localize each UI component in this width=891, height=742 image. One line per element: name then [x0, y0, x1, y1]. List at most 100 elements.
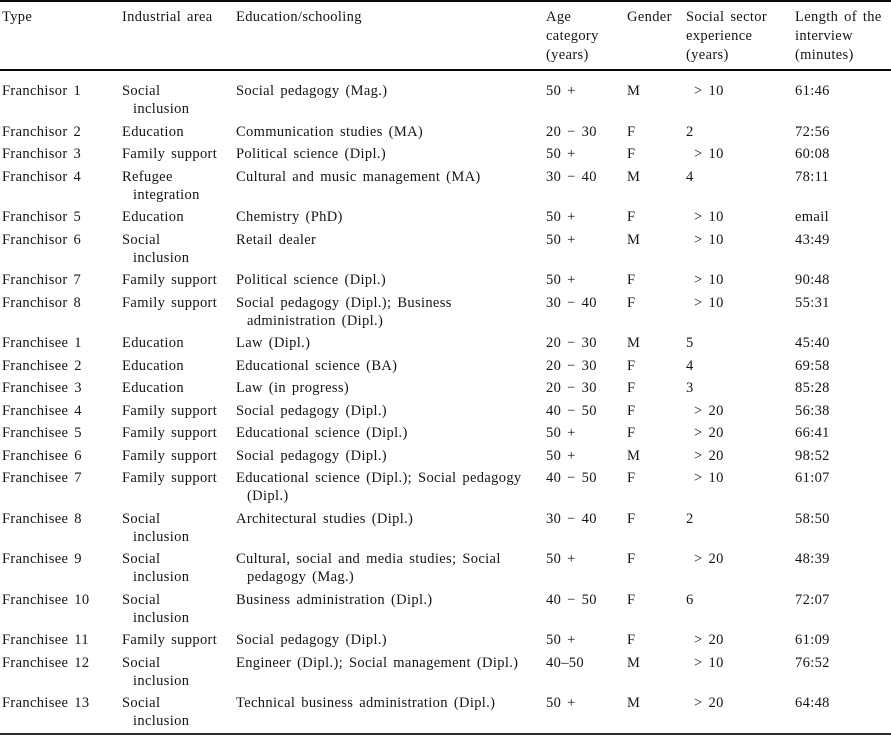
table-row: Franchisor 5 Education Chemistry (PhD) 50 +… — [0, 206, 891, 229]
cell-experience: 5 — [686, 335, 694, 351]
cell-gender: F — [627, 591, 636, 608]
column-header-industrial-area: Industrial area — [122, 1, 236, 71]
cell-education: Business administration (Dipl.) — [236, 591, 433, 608]
cell-education: Social pedagogy (Mag.) — [236, 83, 388, 99]
cell-type: Franchisor 7 — [2, 272, 82, 288]
cell-industrial-area: Family support — [122, 272, 218, 288]
cell-age: 40 − 50 — [546, 470, 597, 486]
cell-industrial-area: Social inclusion — [122, 654, 190, 689]
header-row: Type Industrial area Education/schooling… — [0, 1, 891, 71]
table-row: Franchisee 1 Education Law (Dipl.) 20 − 30 M… — [0, 332, 891, 355]
cell-type: Franchisor 6 — [2, 231, 82, 248]
cell-length: 43:49 — [795, 231, 830, 248]
cell-experience: > 20 — [694, 695, 724, 711]
cell-industrial-area: Education — [122, 209, 184, 225]
cell-length: 48:39 — [795, 551, 830, 567]
cell-length: 72:56 — [795, 123, 830, 140]
cell-experience: > 20 — [694, 447, 724, 464]
cell-education: Social pedagogy (Dipl.); Business adminis… — [236, 294, 452, 329]
table-row: Franchisee 2 Education Educational science… — [0, 355, 891, 378]
cell-gender: M — [627, 654, 641, 671]
cell-type: Franchisor 1 — [2, 83, 82, 99]
cell-type: Franchisee 2 — [2, 357, 82, 374]
cell-gender: F — [627, 402, 636, 419]
cell-gender: F — [627, 357, 636, 374]
cell-age: 20 − 30 — [546, 335, 597, 351]
cell-experience: 4 — [686, 357, 694, 374]
cell-industrial-area: Social inclusion — [122, 551, 190, 585]
cell-education: Social pedagogy (Dipl.) — [236, 632, 387, 648]
table-row: Franchisor 1 Social inclusion Social pedago… — [0, 70, 891, 121]
cell-age: 40–50 — [546, 654, 584, 671]
cell-age: 50 + — [546, 146, 576, 162]
cell-experience: 2 — [686, 510, 694, 527]
cell-education: Cultural and music management (MA) — [236, 168, 481, 185]
cell-type: Franchisee 9 — [2, 551, 82, 567]
cell-education: Educational science (Dipl.) — [236, 425, 408, 441]
cell-experience: > 10 — [694, 209, 724, 225]
cell-gender: F — [627, 510, 636, 527]
cell-type: Franchisee 13 — [2, 695, 90, 711]
table-row: Franchisee 4 Family support Social pedagog… — [0, 400, 891, 423]
cell-experience: > 10 — [694, 231, 724, 248]
cell-type: Franchisee 8 — [2, 510, 82, 527]
cell-experience: > 20 — [694, 425, 724, 441]
cell-education: Engineer (Dipl.); Social management (Dip… — [236, 654, 519, 671]
cell-experience: > 20 — [694, 632, 724, 648]
cell-age: 20 − 30 — [546, 123, 597, 140]
cell-experience: 3 — [686, 380, 694, 396]
table-row: Franchisor 4 Refugee integration Cultural a… — [0, 166, 891, 207]
cell-age: 50 + — [546, 551, 576, 567]
cell-age: 50 + — [546, 695, 576, 711]
cell-education: Architectural studies (Dipl.) — [236, 510, 414, 527]
cell-experience: 2 — [686, 123, 694, 140]
cell-age: 50 + — [546, 632, 576, 648]
cell-type: Franchisee 3 — [2, 380, 82, 396]
table-row: Franchisor 8 Family support Social pedagog… — [0, 292, 891, 333]
cell-industrial-area: Refugee integration — [122, 168, 200, 203]
table-row: Franchisee 7 Family support Educational sc… — [0, 467, 891, 508]
cell-experience: > 10 — [694, 654, 724, 671]
column-header-type: Type — [0, 1, 122, 71]
cell-length: email — [795, 209, 829, 225]
table-row: Franchisee 3 Education Law (in progress) 20… — [0, 377, 891, 400]
cell-length: 61:07 — [795, 470, 830, 486]
cell-gender: F — [627, 123, 636, 140]
cell-length: 69:58 — [795, 357, 830, 374]
column-header-social-experience: Social sector experience (years) — [686, 1, 795, 71]
column-header-age-category: Age category (years) — [546, 1, 627, 71]
table-row: Franchisor 2 Education Communication studi… — [0, 121, 891, 144]
cell-gender: F — [627, 425, 636, 441]
cell-type: Franchisee 12 — [2, 654, 90, 671]
cell-education: Political science (Dipl.) — [236, 146, 387, 162]
cell-experience: > 20 — [694, 551, 724, 567]
cell-industrial-area: Social inclusion — [122, 695, 190, 729]
cell-length: 61:46 — [795, 83, 830, 99]
cell-education: Social pedagogy (Dipl.) — [236, 447, 387, 464]
cell-gender: M — [627, 335, 641, 351]
table-row: Franchisor 7 Family support Political scie… — [0, 269, 891, 292]
cell-type: Franchisor 3 — [2, 146, 82, 162]
cell-experience: > 10 — [694, 146, 724, 162]
cell-education: Law (Dipl.) — [236, 335, 311, 351]
cell-industrial-area: Education — [122, 335, 184, 351]
cell-education: Retail dealer — [236, 231, 317, 248]
table-body: Franchisor 1 Social inclusion Social pedago… — [0, 70, 891, 734]
cell-gender: F — [627, 209, 636, 225]
table-row: Franchisee 13 Social inclusion Technical bu… — [0, 692, 891, 734]
cell-industrial-area: Family support — [122, 632, 218, 648]
cell-industrial-area: Education — [122, 123, 184, 140]
cell-age: 20 − 30 — [546, 357, 597, 374]
cell-experience: 6 — [686, 591, 694, 608]
cell-education: Technical business administration (Dipl.… — [236, 695, 496, 711]
cell-experience: 4 — [686, 168, 694, 185]
cell-industrial-area: Family support — [122, 146, 218, 162]
cell-industrial-area: Social inclusion — [122, 510, 190, 545]
cell-education: Communication studies (MA) — [236, 123, 424, 140]
column-header-gender: Gender — [627, 1, 686, 71]
cell-age: 40 − 50 — [546, 591, 597, 608]
cell-age: 50 + — [546, 447, 576, 464]
cell-gender: M — [627, 231, 641, 248]
cell-gender: F — [627, 146, 636, 162]
